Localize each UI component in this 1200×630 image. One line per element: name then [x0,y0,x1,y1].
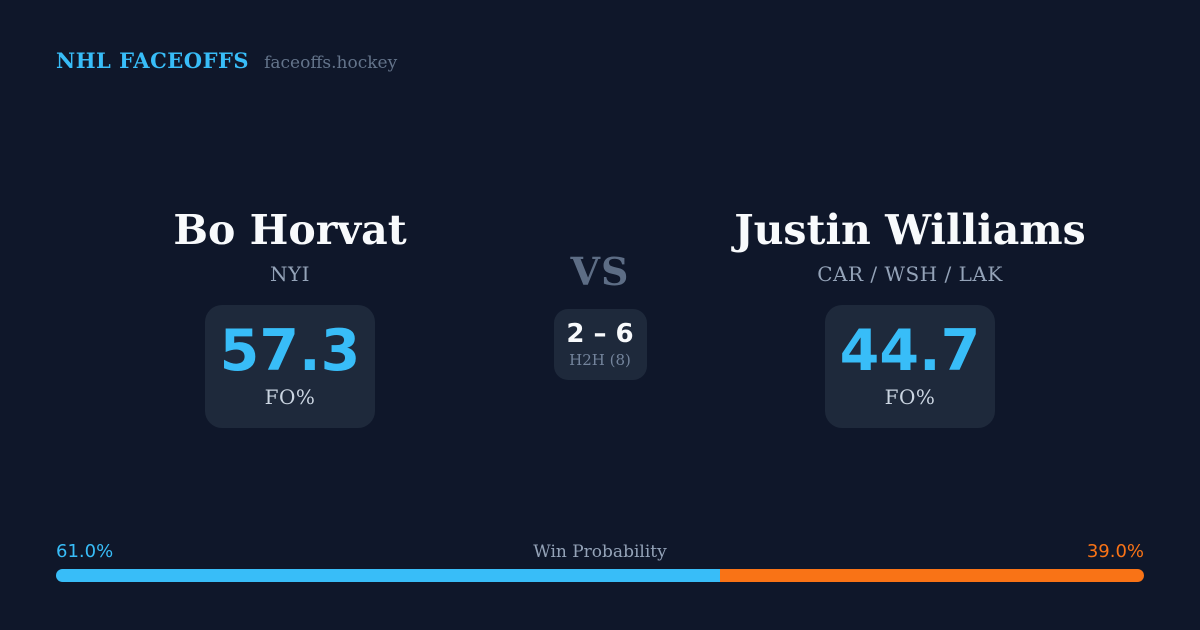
win-probability-section: 61.0% Win Probability 39.0% [56,541,1144,582]
player-left-stat-value: 57.3 [219,318,361,384]
player-right-teams: CAR / WSH / LAK [817,262,1003,286]
player-right-stat-value: 44.7 [839,318,981,384]
player-right-stat-label: FO% [884,385,936,409]
h2h-card: 2 – 6 H2H (8) [553,309,647,380]
player-right-name: Justin Williams [734,206,1086,254]
win-probability-labels: 61.0% Win Probability 39.0% [56,541,1144,564]
player-left-stat-card: 57.3 FO% [205,305,375,428]
player-left-name: Bo Horvat [173,206,407,254]
win-prob-bar-right-segment [719,569,1144,582]
player-left-teams: NYI [269,262,311,286]
brand-title: NHL FACEOFFS [56,48,250,73]
win-prob-left-pct: 61.0% [56,541,114,562]
win-probability-bar [56,569,1144,582]
player-right-stat-card: 44.7 FO% [825,305,995,428]
win-prob-bar-left-segment [56,569,720,582]
win-prob-right-pct: 39.0% [1086,541,1144,562]
vs-label: VS [570,249,630,294]
h2h-score: 2 – 6 [566,319,634,349]
h2h-label: H2H (8) [569,351,631,369]
player-right-panel: Justin Williams CAR / WSH / LAK 44.7 FO% [730,206,1090,428]
site-url: faceoffs.hockey [264,53,398,73]
player-left-panel: Bo Horvat NYI 57.3 FO% [110,206,470,428]
player-left-stat-label: FO% [264,385,316,409]
header: NHL FACEOFFS faceoffs.hockey [56,48,397,73]
win-prob-title: Win Probability [533,542,667,562]
versus-panel: VS 2 – 6 H2H (8) [530,250,670,380]
